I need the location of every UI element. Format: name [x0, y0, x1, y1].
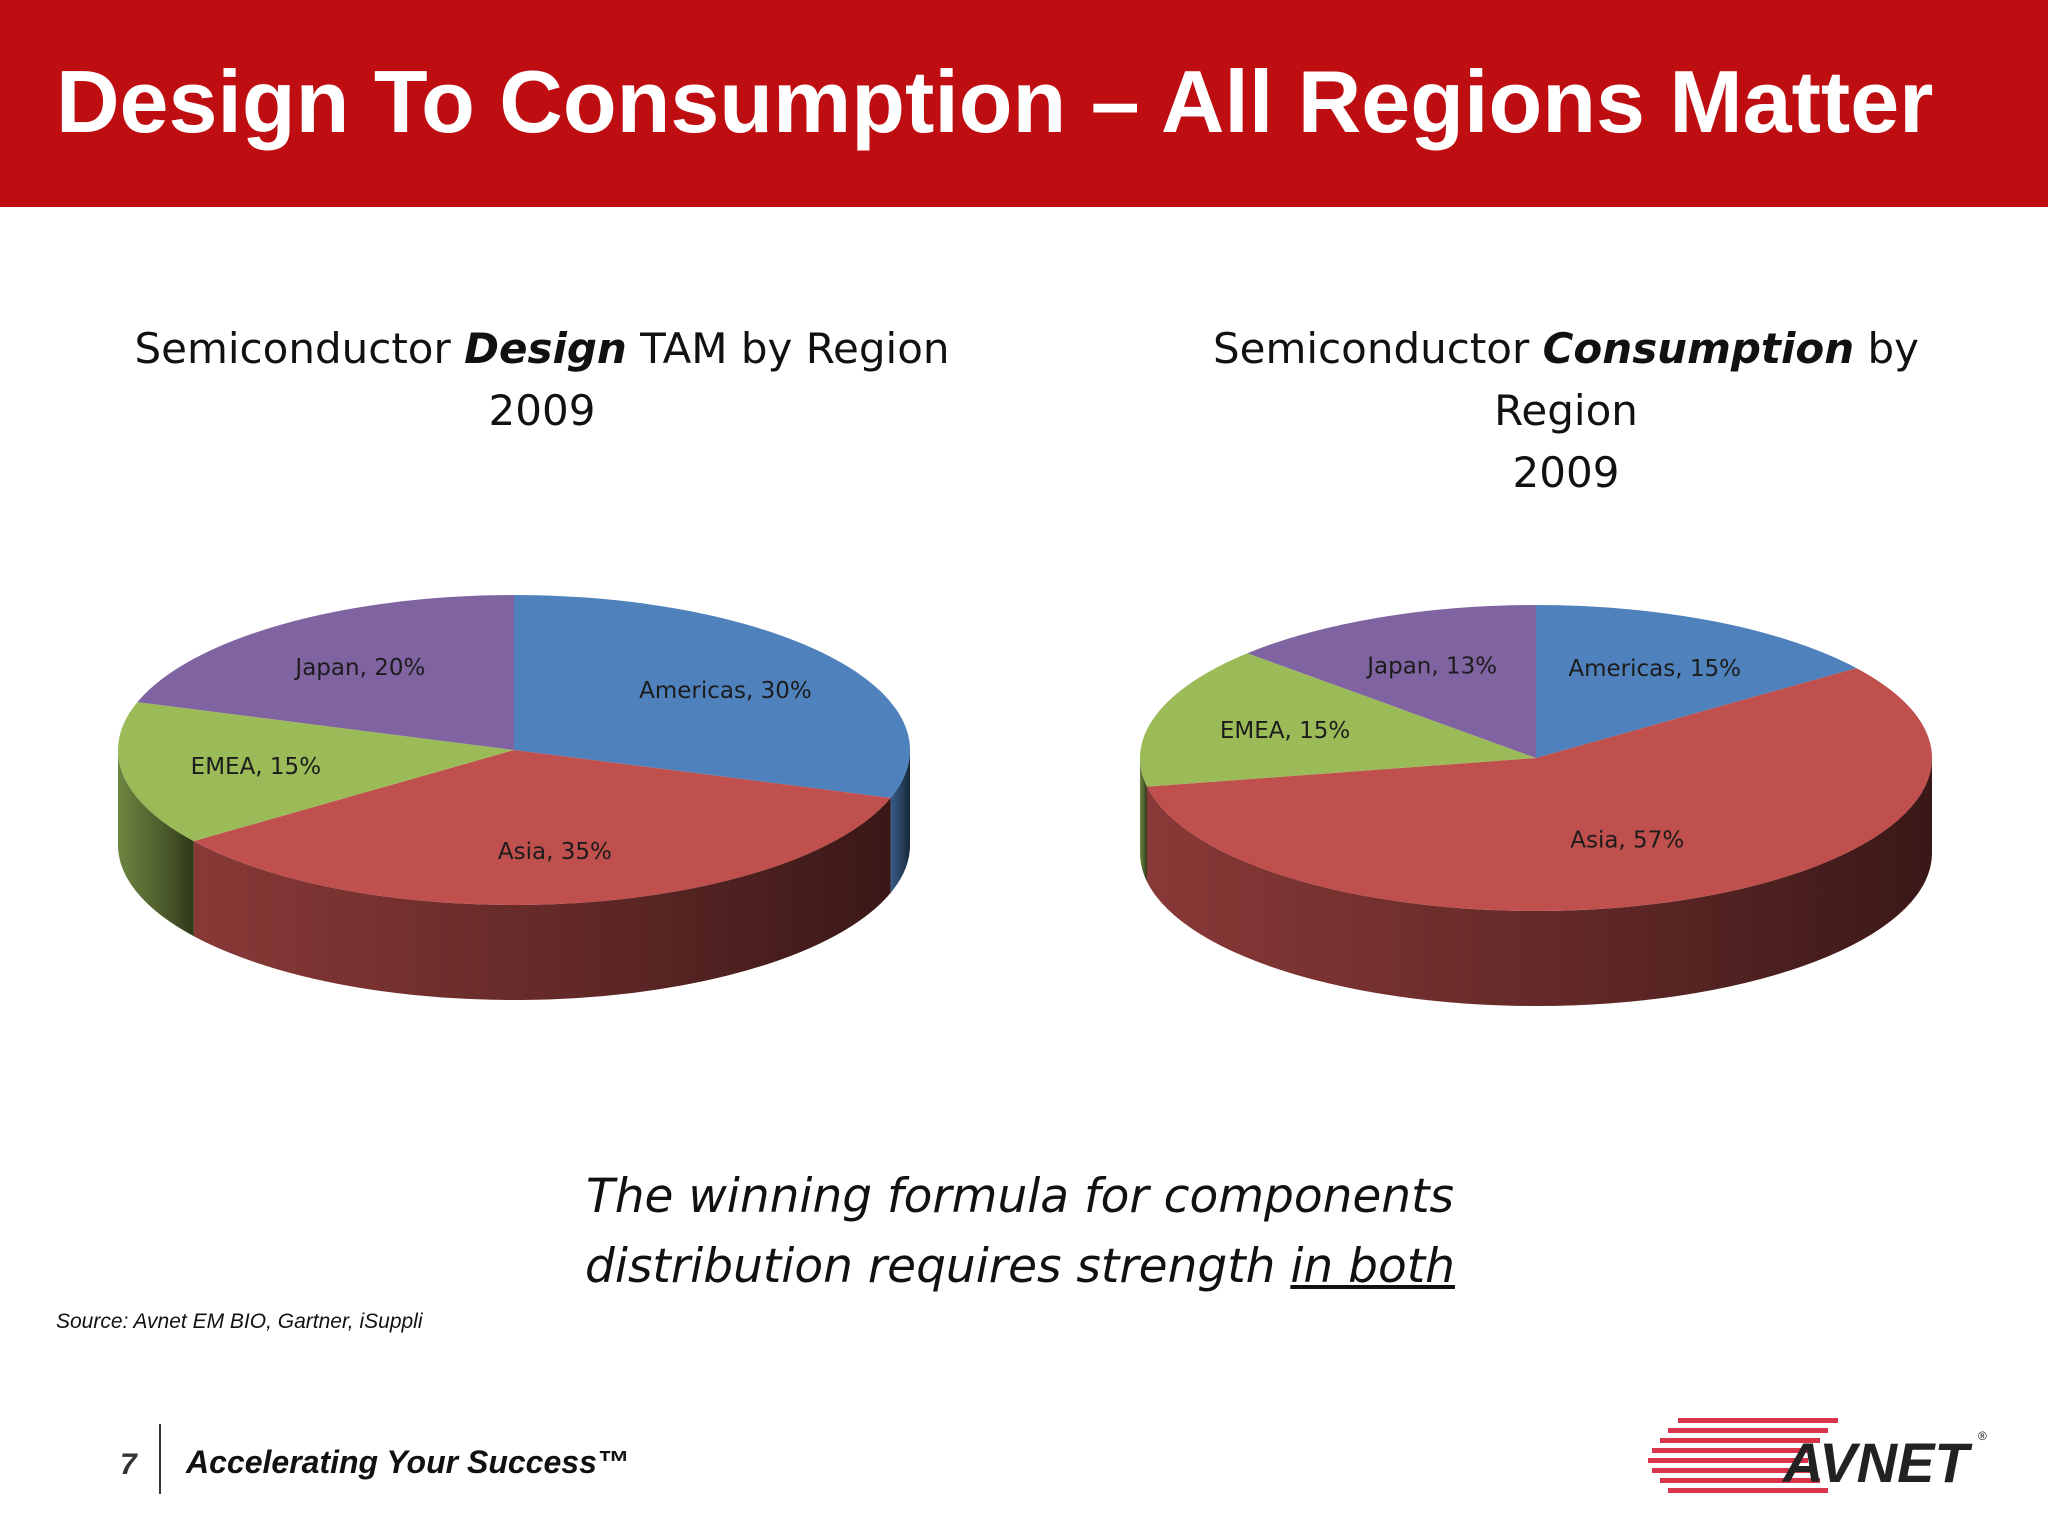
pie-side-shade — [193, 797, 891, 1001]
pie-slice-emea — [1140, 653, 1536, 787]
source-note: Source: Avnet EM BIO, Gartner, iSuppli — [56, 1310, 423, 1333]
avnet-logo: AVNET ® — [1648, 1418, 1987, 1494]
pie-slice-japan — [137, 595, 514, 750]
slice-label-asia: Asia, 35% — [498, 839, 612, 865]
pie-side-shade — [890, 750, 910, 893]
slice-label-emea: EMEA, 15% — [1220, 718, 1350, 744]
consumption-chart-title: Semiconductor Consumption by Region 2009 — [1136, 318, 1996, 504]
slice-label-japan: Japan, 20% — [293, 655, 425, 681]
slice-label-emea: EMEA, 15% — [191, 754, 321, 780]
consumption-chart-year: 2009 — [1512, 448, 1620, 497]
pie-slice-emea — [118, 702, 515, 842]
pie-slice-asia — [1147, 668, 1933, 912]
design-pie-chart: Americas, 30% Asia, 35% EMEA, 15% Japan, 20… — [118, 595, 910, 1001]
pie-side-shade — [1147, 758, 1932, 1006]
footer-divider — [159, 1424, 161, 1494]
slice-label-japan: Japan, 13% — [1365, 653, 1497, 679]
pie-slice-japan — [1247, 605, 1536, 758]
tagline: The winning formula for components distr… — [585, 1169, 1455, 1294]
consumption-pie-chart: Americas, 15% Asia, 57% EMEA, 15% Japan, 13… — [1140, 605, 1933, 1006]
slide-title: Design To Consumption – All Regions Matt… — [56, 52, 1934, 151]
design-chart-year: 2009 — [488, 386, 596, 435]
svg-text:®: ® — [1978, 1429, 1987, 1443]
svg-text:AVNET: AVNET — [1781, 1431, 1973, 1494]
design-chart-title: Semiconductor Design TAM by Region 2009 — [112, 318, 972, 442]
pie-side-shade — [118, 750, 194, 937]
pie-slice-americas — [1536, 605, 1857, 758]
slice-label-americas: Americas, 30% — [639, 678, 812, 704]
footer-tagline: Accelerating Your Success™ — [186, 1444, 629, 1480]
slice-label-asia: Asia, 57% — [1570, 827, 1684, 853]
pie-slice-americas — [514, 595, 910, 798]
pie-slice-asia — [193, 750, 891, 905]
page-number: 7 — [120, 1448, 137, 1481]
slice-label-americas: Americas, 15% — [1568, 656, 1741, 682]
pie-side-shade — [1140, 758, 1148, 882]
title-banner: Design To Consumption – All Regions Matt… — [0, 0, 2048, 207]
